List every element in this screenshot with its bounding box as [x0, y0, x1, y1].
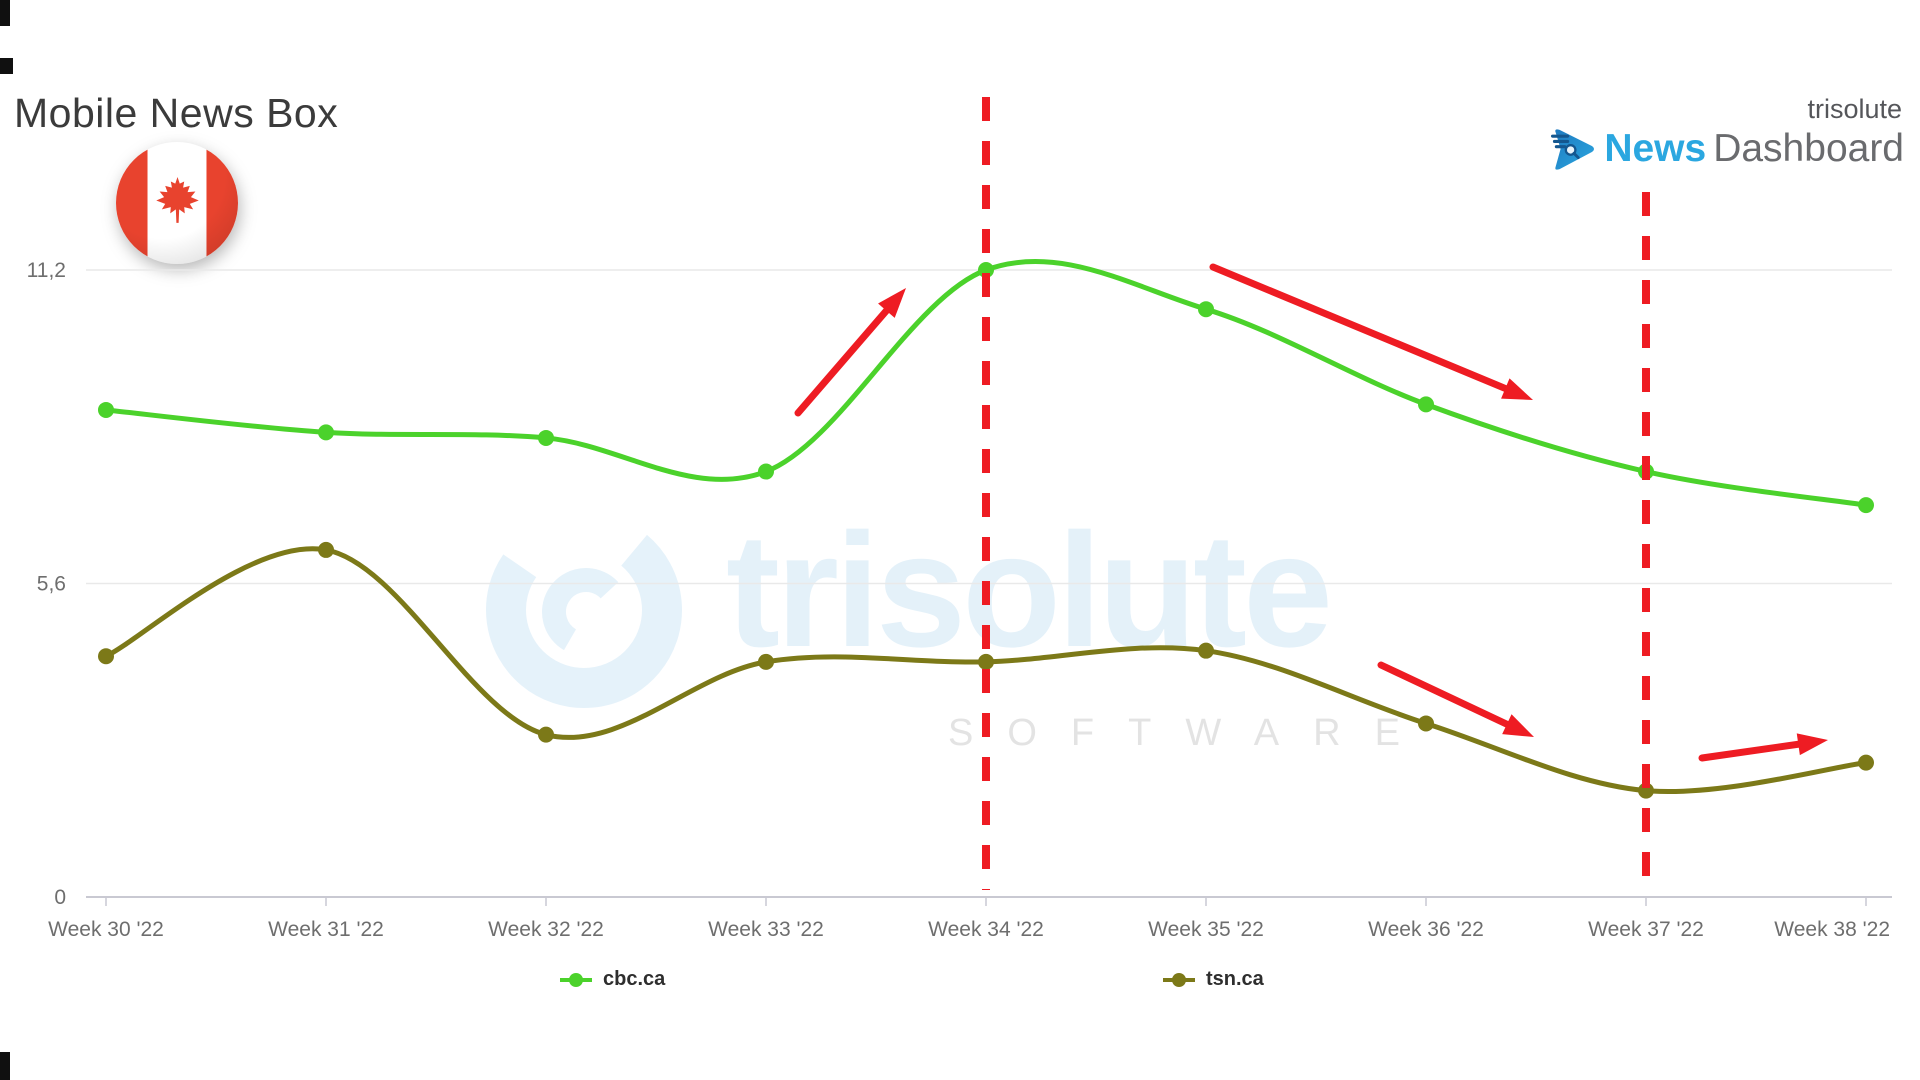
data-point-tsn-ca[interactable] — [1418, 715, 1434, 732]
trend-arrowhead-up — [1796, 733, 1828, 756]
x-axis-label: Week 37 '22 — [1588, 918, 1704, 941]
screen-artifact-mark — [0, 1052, 10, 1080]
data-point-cbc-ca[interactable] — [538, 429, 554, 446]
trend-arrowhead-up — [878, 288, 906, 318]
data-point-cbc-ca[interactable] — [1418, 396, 1434, 413]
logo-text-news: News — [1604, 127, 1707, 170]
newsdashboard-logo: trisolute News Dashboard — [1549, 94, 1904, 171]
data-point-tsn-ca[interactable] — [538, 726, 554, 743]
data-point-tsn-ca[interactable] — [978, 653, 994, 670]
canada-flag-icon — [116, 142, 238, 264]
trend-arrowhead-down — [1501, 378, 1533, 400]
page-title: Mobile News Box — [14, 90, 339, 136]
y-axis-label: 11,2 — [27, 259, 66, 282]
data-point-tsn-ca[interactable] — [318, 541, 334, 558]
y-axis-label: 0 — [54, 886, 66, 909]
series-line-tsn-ca — [103, 546, 1869, 794]
screen-artifact-mark — [0, 58, 13, 74]
newsdashboard-icon — [1551, 129, 1595, 170]
trend-arrow-down — [1377, 661, 1518, 732]
legend-label-tsn: tsn.ca — [1206, 968, 1264, 990]
x-axis-label: Week 36 '22 — [1368, 918, 1484, 941]
x-axis-label: Week 30 '22 — [48, 918, 164, 941]
x-axis-label: Week 35 '22 — [1148, 918, 1264, 941]
trend-arrow-up — [1698, 739, 1810, 762]
watermark-text: trisolute — [726, 500, 1333, 681]
data-point-tsn-ca[interactable] — [98, 648, 114, 665]
x-axis-label: Week 38 '22 — [1774, 918, 1890, 941]
watermark-subtext: SOFTWARE — [948, 712, 1434, 754]
x-axis-label: Week 32 '22 — [488, 918, 604, 941]
trend-arrow-down — [1209, 263, 1517, 396]
legend-item-cbc[interactable]: cbc.ca — [558, 968, 665, 991]
data-point-tsn-ca[interactable] — [1858, 754, 1874, 771]
watermark-swirl-icon — [486, 512, 682, 708]
trend-arrowhead-down — [1502, 714, 1534, 737]
x-axis-label: Week 34 '22 — [928, 918, 1044, 941]
legend-label-cbc: cbc.ca — [603, 968, 666, 990]
data-point-tsn-ca[interactable] — [758, 653, 774, 670]
data-point-cbc-ca[interactable] — [98, 401, 114, 418]
x-axis-label: Week 31 '22 — [268, 918, 384, 941]
screen-artifact-mark — [0, 0, 10, 26]
logo-text-dashboard: Dashboard — [1713, 127, 1904, 170]
data-point-cbc-ca[interactable] — [758, 463, 774, 480]
data-point-cbc-ca[interactable] — [1198, 301, 1214, 318]
x-axis-label: Week 33 '22 — [708, 918, 824, 941]
legend-item-tsn[interactable]: tsn.ca — [1161, 968, 1264, 991]
y-axis-label: 5,6 — [37, 573, 66, 596]
legend-marker-cbc-icon — [560, 972, 592, 987]
trisolute-label: trisolute — [1807, 94, 1902, 124]
data-point-cbc-ca[interactable] — [1858, 497, 1874, 514]
trend-arrow-up — [794, 301, 896, 417]
data-point-cbc-ca[interactable] — [318, 424, 334, 441]
legend-marker-tsn-icon — [1163, 972, 1195, 987]
data-point-tsn-ca[interactable] — [1198, 642, 1214, 659]
